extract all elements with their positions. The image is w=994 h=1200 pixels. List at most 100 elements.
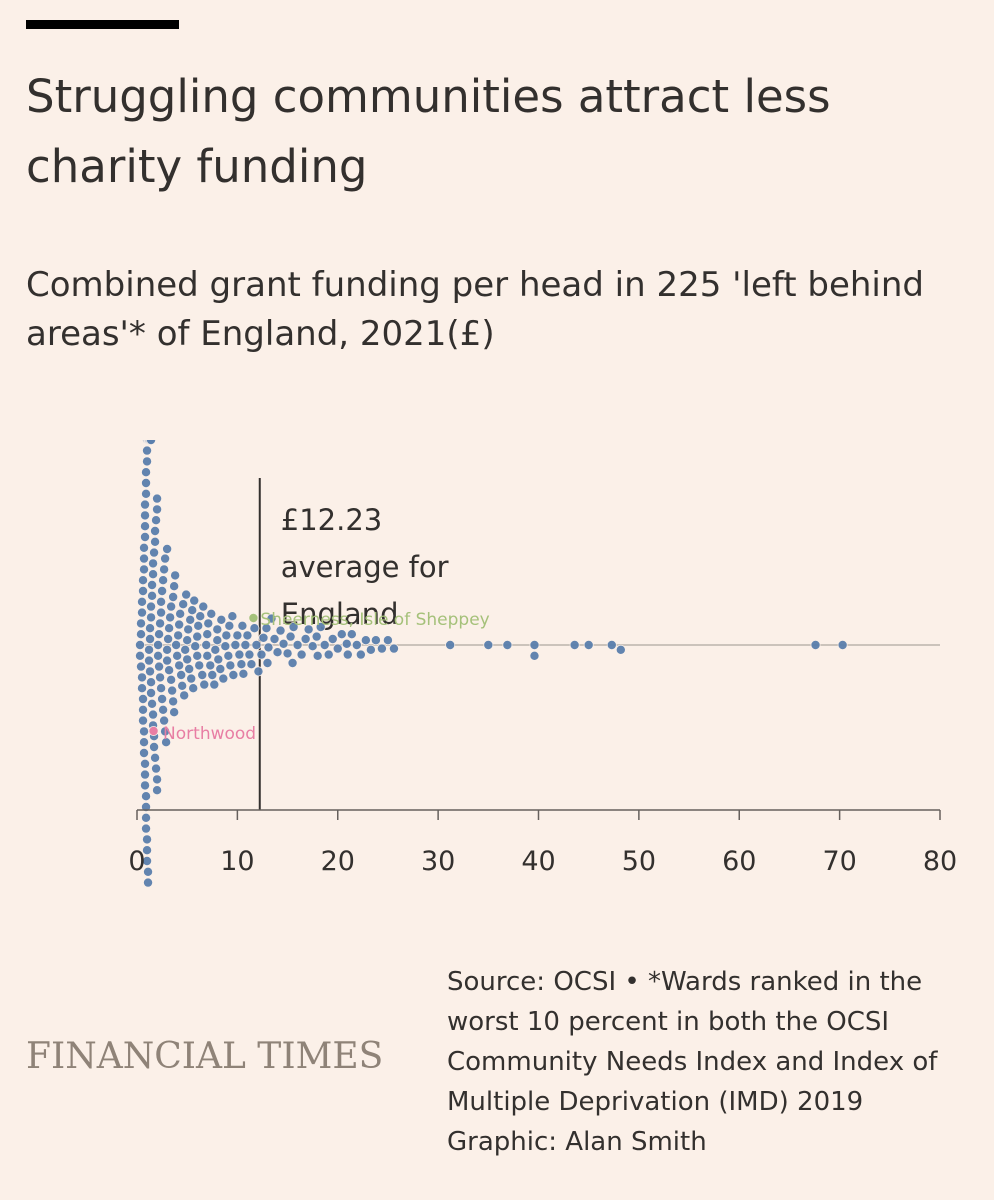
data-point bbox=[445, 639, 456, 650]
data-point bbox=[150, 752, 161, 763]
data-point bbox=[150, 526, 161, 537]
x-tick-label: 0 bbox=[128, 846, 145, 877]
data-point bbox=[138, 715, 149, 726]
data-point bbox=[332, 643, 343, 654]
data-point bbox=[227, 611, 238, 622]
data-point bbox=[148, 709, 159, 720]
data-point bbox=[154, 661, 165, 672]
data-point bbox=[182, 654, 193, 665]
data-point bbox=[249, 623, 260, 634]
data-point bbox=[312, 650, 323, 661]
data-point bbox=[210, 644, 221, 655]
data-point bbox=[529, 639, 540, 650]
data-point bbox=[296, 649, 307, 660]
data-point bbox=[837, 639, 848, 650]
data-point bbox=[142, 445, 153, 456]
data-point bbox=[253, 666, 264, 677]
ft-top-rule bbox=[26, 20, 179, 29]
source-line: Multiple Deprivation (IMD) 2019 bbox=[447, 1087, 864, 1117]
data-point bbox=[169, 581, 180, 592]
data-point bbox=[240, 639, 251, 650]
data-point bbox=[142, 855, 153, 866]
data-point bbox=[171, 639, 182, 650]
data-point bbox=[166, 601, 177, 612]
data-point bbox=[158, 575, 169, 586]
data-point bbox=[207, 669, 218, 680]
data-point bbox=[215, 663, 226, 674]
data-point bbox=[583, 639, 594, 650]
data-point bbox=[140, 521, 151, 532]
data-point bbox=[159, 564, 170, 575]
data-point bbox=[164, 665, 175, 676]
data-point bbox=[181, 589, 192, 600]
data-point bbox=[141, 488, 152, 499]
data-point bbox=[145, 623, 156, 634]
data-point bbox=[158, 704, 169, 715]
data-point bbox=[192, 631, 203, 642]
data-point bbox=[138, 693, 149, 704]
data-point bbox=[157, 693, 168, 704]
data-point bbox=[234, 649, 245, 660]
data-point bbox=[483, 639, 494, 650]
data-point bbox=[300, 633, 311, 644]
data-point bbox=[258, 632, 269, 643]
data-point bbox=[150, 536, 161, 547]
data-point bbox=[162, 544, 173, 555]
data-point bbox=[202, 650, 213, 661]
data-point bbox=[606, 639, 617, 650]
data-point bbox=[216, 614, 227, 625]
x-tick-label: 30 bbox=[421, 846, 455, 877]
data-point bbox=[376, 643, 387, 654]
data-point bbox=[615, 644, 626, 655]
data-point bbox=[238, 668, 249, 679]
highlight-label-sheerness: Sheerness, Isle of Sheppey bbox=[260, 610, 489, 630]
data-point bbox=[256, 649, 267, 660]
data-point bbox=[137, 596, 148, 607]
data-point bbox=[154, 629, 165, 640]
data-point bbox=[236, 659, 247, 670]
average-label-line2: England bbox=[281, 597, 399, 631]
data-point bbox=[193, 620, 204, 631]
data-point bbox=[140, 510, 151, 521]
data-point bbox=[244, 649, 255, 660]
data-point bbox=[323, 649, 334, 660]
data-point bbox=[185, 614, 196, 625]
data-point bbox=[153, 650, 164, 661]
data-point bbox=[136, 661, 147, 672]
data-point bbox=[140, 532, 151, 543]
data-point bbox=[206, 608, 217, 619]
data-point bbox=[156, 596, 167, 607]
data-point bbox=[139, 542, 150, 553]
data-point bbox=[172, 650, 183, 661]
data-point bbox=[182, 635, 193, 646]
data-point bbox=[143, 866, 154, 877]
data-point bbox=[365, 644, 376, 655]
data-point bbox=[351, 639, 362, 650]
source-note: Source: OCSI • *Wards ranked in the wors… bbox=[447, 962, 977, 1162]
data-point bbox=[278, 638, 289, 649]
data-point bbox=[342, 649, 353, 660]
data-point bbox=[141, 478, 152, 489]
data-point bbox=[159, 715, 170, 726]
data-point bbox=[311, 631, 322, 642]
data-point bbox=[153, 639, 164, 650]
x-tick-label: 70 bbox=[822, 846, 856, 877]
data-point bbox=[147, 590, 158, 601]
data-point bbox=[187, 605, 198, 616]
data-point bbox=[176, 669, 187, 680]
data-point bbox=[136, 629, 147, 640]
data-point bbox=[346, 629, 357, 640]
data-point bbox=[266, 613, 277, 624]
data-point bbox=[194, 660, 205, 671]
data-point bbox=[810, 639, 821, 650]
data-point bbox=[152, 774, 163, 785]
data-point bbox=[195, 611, 206, 622]
data-point bbox=[189, 595, 200, 606]
graphic-credit: Graphic: Alan Smith bbox=[447, 1127, 707, 1157]
data-point bbox=[148, 558, 159, 569]
beeswarm-chart: £12.23 average for England Sheerness, Isle… bbox=[128, 440, 957, 888]
data-point bbox=[251, 639, 262, 650]
data-point bbox=[223, 650, 234, 661]
data-point bbox=[183, 624, 194, 635]
data-point bbox=[140, 780, 151, 791]
